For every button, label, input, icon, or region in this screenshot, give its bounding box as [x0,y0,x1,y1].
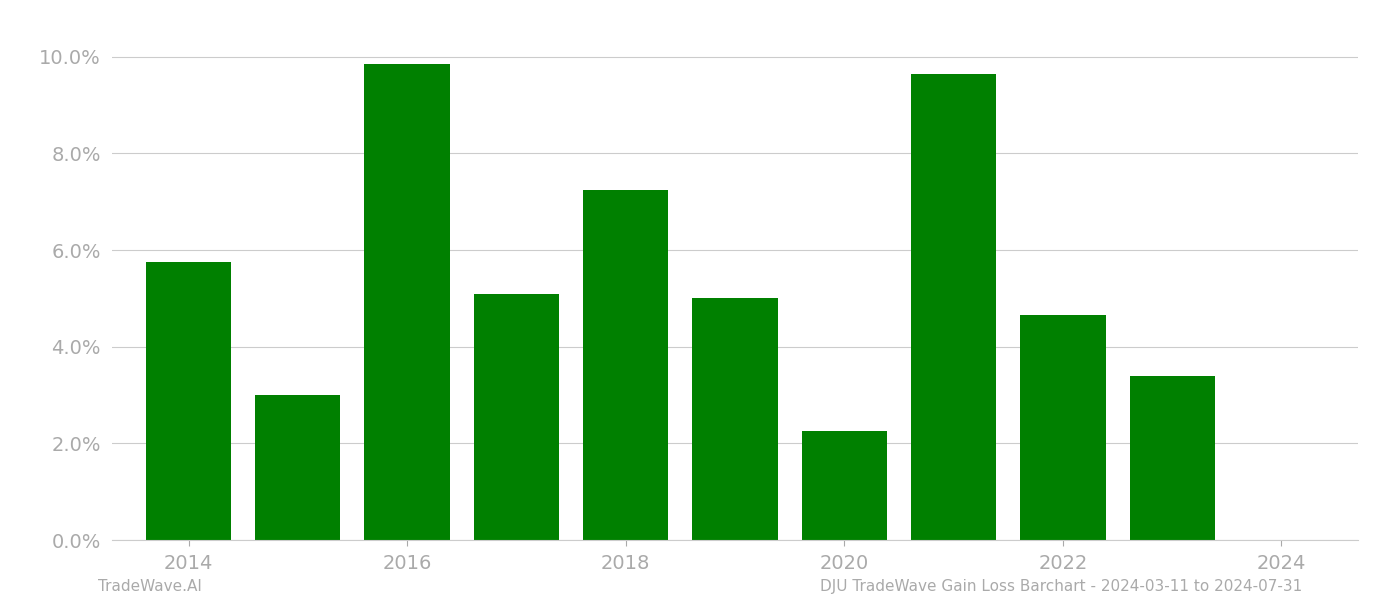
Bar [802,431,888,540]
Bar [146,262,231,540]
Bar [255,395,340,540]
Bar [1130,376,1215,540]
Bar [582,190,668,540]
Text: DJU TradeWave Gain Loss Barchart - 2024-03-11 to 2024-07-31: DJU TradeWave Gain Loss Barchart - 2024-… [820,579,1302,594]
Bar [911,74,997,540]
Bar [473,293,559,540]
Text: TradeWave.AI: TradeWave.AI [98,579,202,594]
Bar [1021,315,1106,540]
Bar [693,298,777,540]
Bar [364,64,449,540]
